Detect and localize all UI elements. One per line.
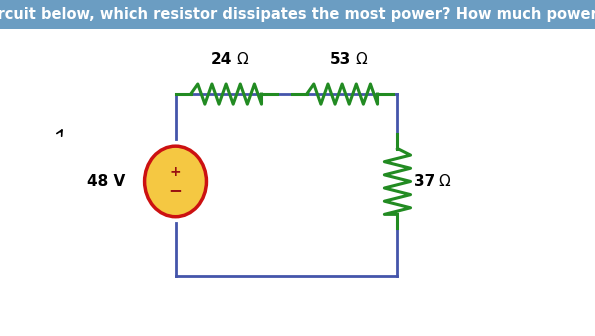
Text: 53: 53 (330, 52, 352, 67)
Text: 48 V: 48 V (87, 174, 125, 189)
Text: +: + (170, 165, 181, 179)
Text: 37: 37 (414, 174, 435, 189)
Text: 24: 24 (211, 52, 233, 67)
Ellipse shape (145, 146, 206, 217)
FancyBboxPatch shape (0, 0, 595, 29)
Text: Ω: Ω (355, 52, 367, 67)
Text: −: − (168, 181, 183, 199)
Text: In the circuit below, which resistor dissipates the most power? How much power i: In the circuit below, which resistor dis… (0, 7, 595, 22)
Text: Ω: Ω (439, 174, 450, 189)
Text: Ω: Ω (236, 52, 248, 67)
